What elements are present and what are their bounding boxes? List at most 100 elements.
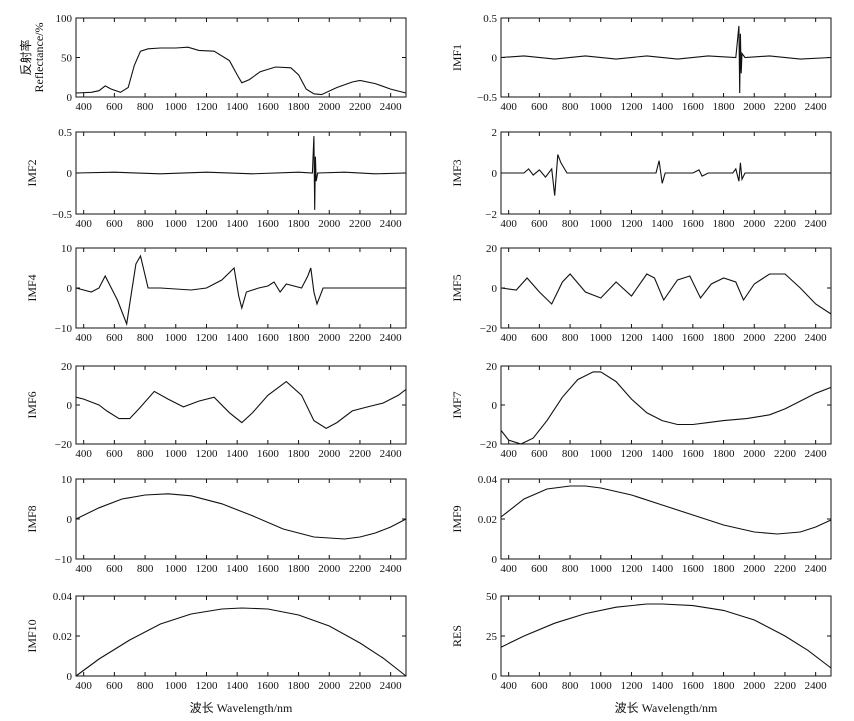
x-tick-label: 1400 <box>226 680 249 692</box>
x-tick-label: 1800 <box>288 563 311 575</box>
x-tick-label: 1800 <box>713 680 736 692</box>
y-tick-label: −10 <box>55 554 73 566</box>
x-tick-label: 1000 <box>590 218 613 230</box>
y-tick-label: 20 <box>486 361 498 373</box>
x-tick-label: 2200 <box>774 448 797 460</box>
series-line-imf3 <box>501 154 831 196</box>
series-line-imf5 <box>500 273 832 315</box>
series-line-imf10 <box>75 607 407 677</box>
y-axis-label: IMF8 <box>25 505 39 532</box>
x-tick-label: 2400 <box>805 680 828 692</box>
x-tick-label: 1400 <box>651 680 674 692</box>
x-tick-label: 1200 <box>195 218 218 230</box>
y-tick-label: 0 <box>67 400 73 412</box>
x-tick-label: 2400 <box>805 332 828 344</box>
x-tick-label: 2200 <box>349 101 372 113</box>
x-tick-label: 400 <box>500 563 517 575</box>
x-tick-label: 400 <box>75 448 92 460</box>
x-tick-label: 400 <box>75 101 92 113</box>
x-tick-label: 600 <box>531 680 548 692</box>
x-tick-label: 800 <box>562 563 579 575</box>
y-tick-label: 0.04 <box>478 474 498 486</box>
y-tick-label: 0 <box>492 400 498 412</box>
x-tick-label: 800 <box>137 680 154 692</box>
y-tick-label: 0.5 <box>58 127 72 139</box>
y-tick-label: −20 <box>55 439 73 451</box>
x-tick-label: 2200 <box>349 563 372 575</box>
x-tick-label: 2400 <box>380 332 403 344</box>
y-axis-label: IMF4 <box>25 274 39 301</box>
x-tick-label: 1200 <box>195 563 218 575</box>
x-tick-label: 1400 <box>651 332 674 344</box>
x-tick-label: 800 <box>137 563 154 575</box>
x-tick-label: 1400 <box>651 218 674 230</box>
x-tick-label: 600 <box>531 101 548 113</box>
x-tick-label: 2200 <box>349 448 372 460</box>
y-axis-label-line: IMF2 <box>25 159 39 186</box>
x-tick-label: 2200 <box>774 101 797 113</box>
x-tick-label: 600 <box>531 563 548 575</box>
y-tick-label: −2 <box>485 209 497 221</box>
y-tick-label: 0.02 <box>53 631 72 643</box>
y-axis-label: IMF3 <box>450 159 464 186</box>
series-line-imf8 <box>75 493 407 540</box>
y-tick-label: −20 <box>480 439 498 451</box>
y-tick-label: 20 <box>486 243 498 255</box>
x-tick-label: 2400 <box>805 218 828 230</box>
series-line-reflectance <box>75 46 407 96</box>
x-tick-label: 800 <box>562 218 579 230</box>
x-tick-label: 1600 <box>257 563 280 575</box>
x-tick-label: 1200 <box>620 218 643 230</box>
x-tick-label: 1400 <box>226 563 249 575</box>
x-tick-label: 400 <box>500 218 517 230</box>
y-tick-label: 2 <box>492 127 498 139</box>
x-tick-label: 2200 <box>774 218 797 230</box>
x-tick-label: 1200 <box>195 448 218 460</box>
x-tick-label: 1200 <box>195 332 218 344</box>
y-tick-label: 0 <box>67 283 73 295</box>
x-tick-label: 1200 <box>620 563 643 575</box>
y-axis-label: IMF7 <box>450 391 464 418</box>
panel-imf4: −10 0 10 400 600 800 1000 1200 1400 1600 1800 2000 2… <box>25 243 407 344</box>
panel-imf9: 0 0.02 0.04 400 600 800 1000 1200 1400 1600 1800 20… <box>450 474 832 575</box>
x-tick-label: 1800 <box>713 448 736 460</box>
x-tick-label: 2400 <box>380 563 403 575</box>
y-tick-label: 100 <box>56 13 73 25</box>
x-tick-label: 2000 <box>318 680 341 692</box>
x-tick-label: 2000 <box>743 563 766 575</box>
x-tick-label: 1400 <box>226 448 249 460</box>
plot-frame <box>75 17 407 98</box>
y-tick-label: 0 <box>67 671 73 683</box>
y-axis-label-line: IMF4 <box>25 274 39 301</box>
y-tick-label: 0 <box>492 53 498 65</box>
x-tick-label: 2000 <box>743 218 766 230</box>
x-tick-label: 1400 <box>226 101 249 113</box>
x-tick-label: 2200 <box>774 332 797 344</box>
panel-reflectance: 0 50 100 400 600 800 1000 1200 1400 1600 1800 2000 2… <box>18 13 407 113</box>
series-line-imf7 <box>500 371 832 445</box>
x-tick-label: 2200 <box>774 563 797 575</box>
x-tick-label: 1600 <box>682 563 705 575</box>
x-tick-label: 1000 <box>165 448 188 460</box>
x-tick-label: 2200 <box>349 680 372 692</box>
x-axis-label-right: 波长 Wavelength/nm <box>615 701 718 715</box>
x-axis-label-left: 波长 Wavelength/nm <box>190 701 293 715</box>
x-tick-label: 1600 <box>257 680 280 692</box>
x-tick-label: 800 <box>562 680 579 692</box>
series-line-imf1 <box>500 25 832 94</box>
x-tick-label: 1800 <box>288 218 311 230</box>
x-tick-label: 2400 <box>805 101 828 113</box>
y-axis-label-line: IMF7 <box>450 391 464 418</box>
y-axis-label-line: IMF5 <box>450 274 464 301</box>
y-tick-label: −20 <box>480 323 498 335</box>
x-tick-label: 1000 <box>165 680 188 692</box>
x-tick-label: 1800 <box>713 332 736 344</box>
x-tick-label: 600 <box>531 332 548 344</box>
x-tick-label: 2000 <box>743 332 766 344</box>
series-line-imf9 <box>500 485 832 535</box>
x-tick-label: 1600 <box>682 448 705 460</box>
x-tick-label: 800 <box>562 448 579 460</box>
panel-imf2: −0.5 0 0.5 400 600 800 1000 1200 1400 1600 1800 200… <box>25 127 407 230</box>
x-tick-label: 1600 <box>682 332 705 344</box>
